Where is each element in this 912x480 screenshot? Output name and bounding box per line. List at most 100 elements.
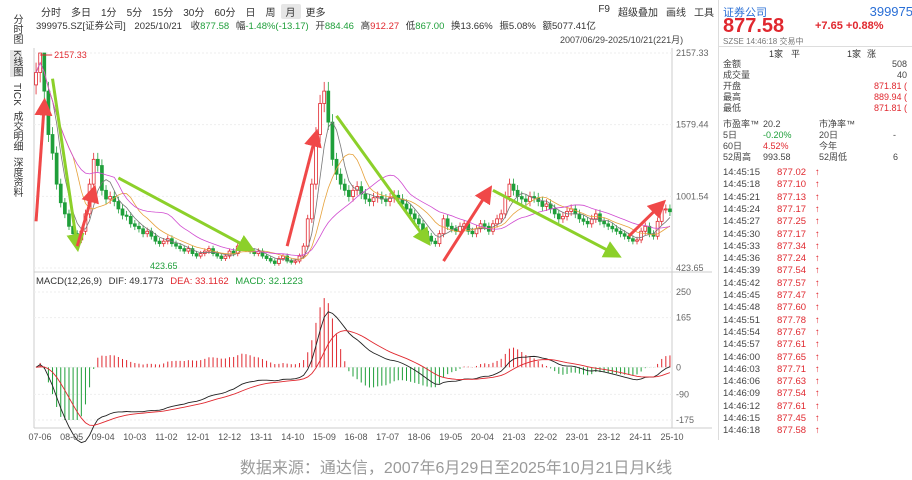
candle-body	[116, 201, 121, 210]
x-tick-label: 23-01	[566, 432, 589, 442]
candle-body	[190, 248, 195, 254]
candle-body	[581, 218, 586, 222]
panel-change: +7.65 +0.88%	[815, 20, 884, 32]
period-tab[interactable]: 日	[245, 8, 256, 19]
price-tick-label: 423.65	[676, 263, 704, 273]
period-tab[interactable]: 更多	[305, 8, 326, 19]
x-tick-label: 22-02	[534, 432, 557, 442]
toolbar-button[interactable]: 工具	[694, 8, 714, 19]
x-tick-label: 11-02	[155, 432, 177, 442]
candle-body	[223, 255, 228, 259]
up-arrow-icon: ↑	[815, 326, 820, 338]
tick-price: 877.25	[777, 216, 807, 228]
macd-legend: MACD(12,26,9) DIF: 49.1773 DEA: 33.1162 …	[36, 276, 303, 287]
period-toolbar: 分时 多日 1分 5分 15分 30分 60分日周月更多	[36, 4, 331, 19]
tick-time: 14:45:36	[723, 253, 760, 265]
price-tick-label: 1001.54	[676, 191, 709, 201]
period-tab[interactable]: 30分	[183, 8, 205, 19]
metric-cell: 52周低	[819, 152, 848, 162]
candle-body	[34, 72, 38, 86]
tick-time: 14:45:48	[723, 302, 760, 314]
tick-time: 14:45:30	[723, 228, 760, 240]
panel-title[interactable]: 证券公司	[723, 7, 767, 19]
tick-time: 14:45:51	[723, 314, 760, 326]
candle-body	[433, 240, 438, 245]
x-tick-label: 10-03	[123, 432, 146, 442]
stat-row: 最低 871.81 (	[723, 103, 911, 114]
x-tick-label: 14-10	[281, 432, 304, 442]
metric-cell: 20日	[819, 130, 839, 140]
kline-chart[interactable]: 2157.33 1579.44 1001.54 423.65 250 165 0 -90 -17…	[0, 0, 718, 445]
candle-body	[174, 243, 178, 247]
min-price-label: 423.65	[150, 261, 178, 271]
symbol: 399975.SZ[证券公司]	[36, 21, 126, 32]
tick-time: 14:45:57	[723, 339, 760, 351]
up-arrow-icon: ↑	[815, 240, 820, 252]
macd-tick-label: -90	[676, 389, 689, 399]
toolbar-button[interactable]: F9	[598, 4, 610, 15]
left-tabs: 分时图 K线图 TICK 成交明细深度资料	[0, 14, 32, 203]
stat-row: 最高 889.94 (	[723, 92, 911, 103]
tick-row: 14:45:54 877.67 ↑	[723, 327, 911, 339]
left-tab[interactable]: 深度资料	[11, 157, 22, 198]
stat-value: 871.81 (	[873, 103, 907, 113]
tick-time: 14:45:27	[723, 216, 760, 228]
left-tab[interactable]: K线图	[10, 50, 22, 77]
tick-price: 877.65	[777, 351, 807, 363]
period-tab[interactable]: 月	[280, 4, 301, 19]
tick-row: 14:45:24 877.17 ↑	[723, 204, 911, 216]
panel-status: SZSE 14:46:18 交易中	[723, 37, 804, 46]
metric-row: 60日 4.52% 今年	[723, 141, 911, 152]
candle-body	[108, 196, 112, 200]
period-tab[interactable]: 1分	[101, 8, 117, 19]
toolbar-button[interactable]: 超级叠加	[618, 8, 658, 19]
x-tick-label: 25-10	[660, 432, 683, 442]
tick-price: 877.10	[777, 179, 807, 191]
candle-body	[610, 225, 615, 230]
up-arrow-icon: ↑	[815, 216, 820, 228]
tick-time: 14:45:39	[723, 265, 760, 277]
trend-arrow-up	[442, 185, 493, 262]
price-tick-label: 1579.44	[676, 120, 709, 130]
metric-cell: 4.52%	[763, 141, 789, 151]
tick-time: 14:46:18	[723, 425, 760, 437]
candle-body	[326, 90, 331, 123]
panel-code: 399975	[869, 4, 912, 19]
period-tab[interactable]: 分时	[41, 8, 61, 19]
period-tab[interactable]: 60分	[214, 8, 236, 19]
panel-price: 877.58	[723, 15, 785, 37]
up-arrow-icon: ↑	[815, 167, 820, 178]
period-tab[interactable]: 周	[265, 8, 276, 19]
left-tab[interactable]: TICK	[11, 82, 22, 106]
stat-label: 最低	[723, 103, 742, 113]
metric-cell: 52周高	[723, 152, 752, 162]
left-tab[interactable]: 成交明细	[11, 111, 22, 152]
macd-tick-label: 250	[676, 287, 691, 297]
candle-body	[585, 220, 590, 225]
macd-tick-label: 165	[676, 313, 691, 323]
open-value: 884.46	[324, 21, 354, 32]
ma-line	[35, 61, 671, 261]
tick-price: 877.54	[777, 265, 807, 277]
period-tab[interactable]: 15分	[152, 8, 174, 19]
left-tab[interactable]: 分时图	[11, 14, 22, 44]
x-tick-label: 19-05	[439, 432, 462, 442]
tick-time: 14:46:06	[723, 376, 760, 388]
tick-row: 14:46:09 877.54 ↑	[723, 388, 911, 400]
candle-body	[351, 189, 355, 197]
toolbar-button[interactable]: 画线	[666, 8, 686, 19]
candle-body	[639, 230, 643, 241]
candle-body	[606, 223, 611, 227]
candle-body	[668, 208, 672, 213]
tick-time: 14:45:18	[723, 179, 760, 191]
dea-line	[35, 330, 671, 426]
candle-body	[277, 258, 281, 264]
x-tick-label: 07-06	[28, 432, 51, 442]
trend-arrow-up	[285, 128, 322, 247]
tick-time: 14:45:42	[723, 277, 760, 289]
period-tab[interactable]: 多日	[71, 8, 91, 19]
metric-row: 5日 -0.20% 20日 -	[723, 130, 911, 141]
period-tab[interactable]: 5分	[126, 8, 143, 19]
x-tick-label: 24-11	[629, 432, 651, 442]
candle-body	[643, 225, 648, 232]
